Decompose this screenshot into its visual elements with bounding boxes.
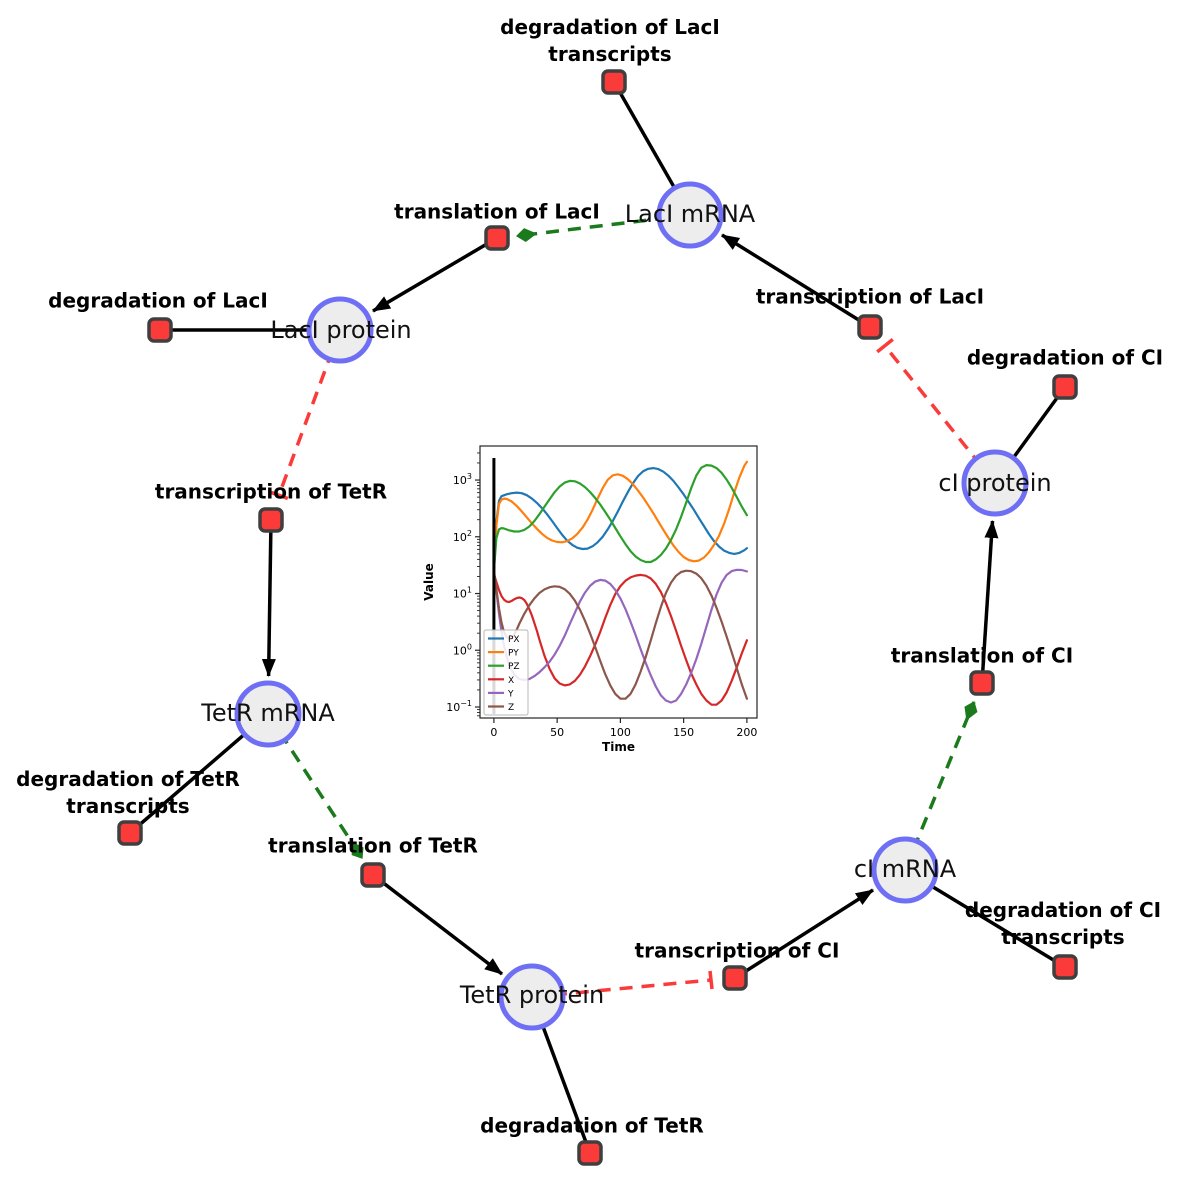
reaction-label-translation-ci: translation of CI bbox=[890, 643, 1074, 668]
legend-label-X: X bbox=[508, 676, 514, 686]
reaction-node-deg-laci-transcripts bbox=[601, 69, 627, 95]
edge-transcription-tetr-to-mrna bbox=[261, 519, 276, 677]
reaction-node-deg-tetr bbox=[577, 1140, 603, 1166]
legend-label-PX: PX bbox=[508, 635, 520, 645]
species-label-tetr-mrna: TetR mRNA bbox=[201, 699, 335, 727]
tee-tetrprotein-inhibits-ci bbox=[708, 970, 714, 990]
reaction-node-deg-laci bbox=[147, 317, 173, 343]
species-node-laci-protein bbox=[306, 296, 374, 364]
reaction-node-deg-tetr-transcripts bbox=[117, 820, 143, 846]
x-tick-label: 50 bbox=[550, 726, 564, 739]
legend-label-Y: Y bbox=[507, 689, 514, 699]
species-node-ci-protein bbox=[961, 449, 1029, 517]
species-label-tetr-protein: TetR protein bbox=[459, 981, 605, 1009]
series-line-PX bbox=[492, 466, 748, 572]
legend-label-PY: PY bbox=[508, 649, 519, 659]
y-tick-label: 10−1 bbox=[446, 699, 472, 714]
species-label-ci-mrna: cI mRNA bbox=[853, 855, 957, 883]
y-tick-label: 101 bbox=[453, 586, 472, 601]
species-node-ci-mrna bbox=[871, 836, 939, 904]
axes-frame bbox=[479, 445, 758, 719]
reaction-label-transcription-tetr: transcription of TetR bbox=[154, 479, 388, 504]
y-tick-label: 102 bbox=[453, 529, 472, 544]
reaction-label-translation-tetr: translation of TetR bbox=[268, 833, 478, 858]
edge-translation-ci-to-protein bbox=[980, 520, 999, 684]
reaction-node-deg-ci bbox=[1052, 374, 1078, 400]
y-tick-label: 100 bbox=[453, 642, 472, 657]
y-tick-label: 103 bbox=[453, 472, 472, 487]
edge-translation-laci-to-protein bbox=[372, 236, 498, 313]
series-line-PZ bbox=[492, 463, 748, 572]
reaction-node-deg-ci-transcripts bbox=[1052, 954, 1078, 980]
legend-label-Z: Z bbox=[508, 703, 514, 713]
reaction-label-transcription-ci: transcription of CI bbox=[634, 938, 840, 963]
species-nodes bbox=[234, 181, 1029, 1031]
reaction-label-translation-laci: translation of LacI bbox=[394, 199, 600, 224]
series-line-PY bbox=[492, 460, 748, 572]
species-node-tetr-protein bbox=[498, 963, 566, 1031]
reaction-label-deg-ci: degradation of CI bbox=[966, 345, 1164, 370]
x-axis-title: Time bbox=[602, 740, 635, 754]
reaction-label-deg-ci-transcripts: degradation of CI transcripts bbox=[964, 898, 1162, 949]
reaction-node-translation-ci bbox=[969, 670, 995, 696]
x-tick-label: 100 bbox=[610, 726, 631, 739]
reaction-node-translation-tetr bbox=[360, 862, 386, 888]
y-axis-title: Value bbox=[422, 563, 436, 601]
edge-translation-tetr-to-protein bbox=[371, 873, 504, 976]
x-tick-label: 150 bbox=[673, 726, 694, 739]
reaction-label-deg-laci-transcripts: degradation of LacI transcripts bbox=[500, 15, 720, 66]
inset-chart: 103 102 101 100 10−1 0 50 100 150 200 Time Value PX P… bbox=[422, 445, 758, 754]
reaction-label-deg-tetr-transcripts: degradation of TetR transcripts bbox=[16, 767, 240, 818]
reaction-node-transcription-tetr bbox=[258, 507, 284, 533]
legend-label-PZ: PZ bbox=[508, 662, 520, 672]
tee-laciprotein-inhibits-tetr bbox=[270, 490, 289, 501]
species-node-laci-mrna bbox=[656, 181, 724, 249]
species-label-laci-protein: LacI protein bbox=[270, 316, 412, 344]
reaction-label-deg-laci: degradation of LacI bbox=[48, 288, 268, 313]
reaction-label-transcription-laci: transcription of LacI bbox=[755, 284, 985, 309]
species-label-ci-protein: cI protein bbox=[938, 469, 1052, 497]
reaction-node-transcription-ci bbox=[722, 965, 748, 991]
production-edges bbox=[261, 233, 999, 980]
species-node-tetr-mrna bbox=[234, 680, 302, 748]
reaction-label-deg-tetr: degradation of TetR bbox=[480, 1113, 704, 1138]
edge-transcription-ci-to-mrna bbox=[734, 888, 874, 980]
legend-box bbox=[483, 629, 529, 716]
reaction-node-translation-laci bbox=[484, 225, 510, 251]
edge-transcription-laci-to-mrna bbox=[721, 233, 871, 329]
tee-ciprotein-inhibits-laci bbox=[876, 338, 894, 354]
reaction-node-transcription-laci bbox=[857, 314, 883, 340]
x-tick-label: 200 bbox=[736, 726, 757, 739]
x-tick-label: 0 bbox=[490, 726, 497, 739]
series-line-Z bbox=[492, 569, 748, 700]
species-label-laci-mrna: LacI mRNA bbox=[624, 200, 756, 228]
reaction-nodes bbox=[117, 69, 1078, 1166]
